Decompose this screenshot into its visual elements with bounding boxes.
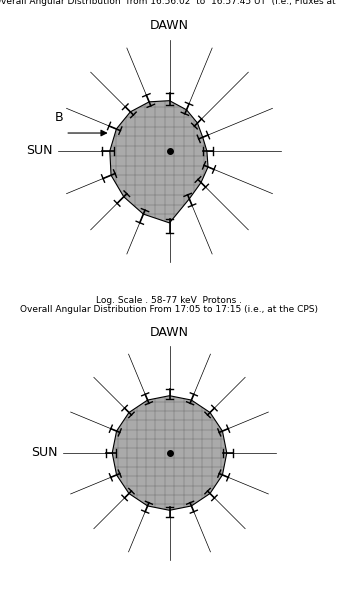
- Text: Log. Scale . 58-77 keV  Protons .: Log. Scale . 58-77 keV Protons .: [97, 295, 242, 304]
- Text: DAWN: DAWN: [150, 19, 189, 33]
- Text: Overall Angular Distribution From 17:05 to 17:15 (i.e., at the CPS): Overall Angular Distribution From 17:05 …: [20, 304, 319, 313]
- Text: SUN: SUN: [31, 446, 58, 460]
- Text: Overall Angular Distribution  from 16:56:02  to  16:57:45 UT  (i.e., Fluxes at E: Overall Angular Distribution from 16:56:…: [0, 0, 339, 6]
- Text: B: B: [55, 111, 64, 124]
- Text: SUN: SUN: [26, 144, 53, 158]
- Polygon shape: [110, 101, 208, 223]
- Text: DAWN: DAWN: [150, 326, 189, 339]
- Polygon shape: [112, 396, 227, 510]
